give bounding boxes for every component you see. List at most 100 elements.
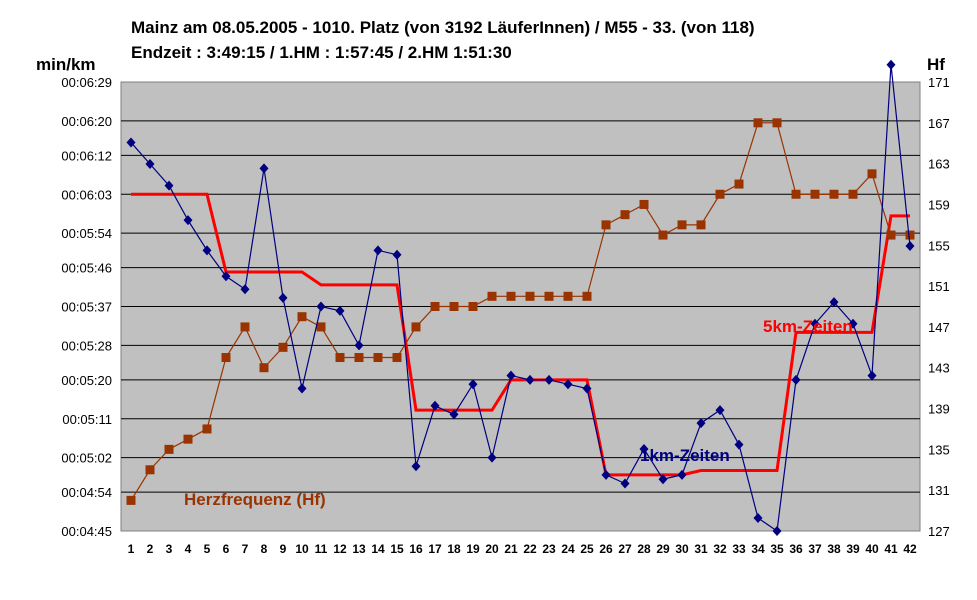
data-point-hf	[487, 291, 497, 301]
series-line-hf	[130, 122, 910, 501]
data-point-1km	[791, 374, 801, 385]
data-point-1km	[905, 241, 915, 252]
data-point-1km	[354, 340, 364, 351]
data-point-hf	[430, 302, 440, 311]
data-point-1km	[468, 379, 478, 390]
data-point-1km	[506, 370, 516, 381]
x-axis-ticks: 1 2 3 4 5 6 7 8 9 10 11 12 13 14 15 16 17 18 19 20 21 22 23 24 2…	[128, 542, 917, 556]
y-axis-left-label: min/km	[36, 55, 96, 74]
x-tick-label: 20	[485, 542, 499, 556]
x-tick-label: 1	[128, 542, 135, 556]
x-tick-label: 23	[542, 542, 556, 556]
data-point-hf	[658, 230, 668, 240]
series-line-1km	[130, 64, 911, 533]
data-point-hf	[696, 220, 706, 230]
x-tick-label: 11	[315, 542, 328, 556]
y-left-tick-label: 00:04:45	[61, 524, 112, 539]
x-tick-label: 30	[675, 542, 689, 556]
x-tick-label: 3	[166, 542, 173, 556]
x-tick-label: 35	[770, 542, 784, 556]
x-tick-label: 7	[242, 542, 249, 556]
x-tick-label: 19	[466, 542, 480, 556]
x-tick-label: 4	[185, 542, 192, 556]
x-tick-label: 21	[504, 542, 518, 556]
data-point-1km	[734, 439, 744, 450]
data-point-1km	[221, 271, 231, 282]
data-point-1km	[278, 292, 288, 303]
data-point-hf	[677, 220, 687, 230]
data-point-1km	[259, 163, 269, 174]
x-tick-label: 13	[352, 542, 366, 556]
data-point-1km	[810, 318, 820, 329]
annotation-1km-zeiten: 1km-Zeiten	[640, 446, 730, 465]
data-point-1km	[392, 249, 402, 260]
data-point-1km	[601, 469, 611, 480]
data-point-hf	[126, 495, 136, 505]
y-left-tick-label: 00:05:02	[61, 451, 112, 466]
y-axis-left-ticks: 00:04:45 00:04:54 00:05:02 00:05:11 00:05:20…	[61, 75, 112, 539]
x-tick-label: 9	[280, 542, 287, 556]
y-right-tick-label: 147	[928, 320, 950, 335]
data-point-1km	[658, 474, 668, 485]
x-tick-label: 29	[656, 542, 670, 556]
chart-title-line-2: Endzeit : 3:49:15 / 1.HM : 1:57:45 / 2.H…	[131, 43, 512, 62]
y-right-tick-label: 151	[928, 279, 950, 294]
x-tick-label: 38	[827, 542, 841, 556]
annotation-herzfrequenz: Herzfrequenz (Hf)	[184, 490, 326, 509]
data-point-1km	[316, 301, 326, 312]
data-point-hf	[525, 291, 535, 301]
y-right-tick-label: 135	[928, 442, 950, 457]
x-tick-label: 8	[261, 542, 268, 556]
data-point-hf	[278, 342, 288, 352]
data-point-1km	[411, 461, 421, 472]
x-tick-label: 37	[808, 542, 822, 556]
data-point-1km	[696, 418, 706, 429]
y-left-tick-label: 00:06:29	[61, 75, 112, 90]
x-tick-label: 16	[409, 542, 423, 556]
data-point-hf	[620, 210, 630, 220]
x-tick-label: 18	[447, 542, 461, 556]
y-right-tick-label: 163	[928, 157, 950, 172]
x-tick-label: 27	[618, 542, 632, 556]
data-point-hf	[221, 353, 231, 363]
x-tick-label: 15	[390, 542, 404, 556]
y-left-tick-label: 00:05:11	[62, 412, 112, 427]
data-point-1km	[202, 245, 212, 256]
x-tick-label: 40	[865, 542, 879, 556]
data-point-hf	[734, 179, 744, 189]
x-tick-label: 28	[637, 542, 651, 556]
data-point-1km	[335, 305, 345, 316]
data-point-1km	[430, 400, 440, 411]
data-point-1km	[487, 452, 497, 463]
data-point-hf	[582, 291, 592, 301]
data-point-hf	[867, 169, 877, 179]
x-tick-label: 10	[295, 542, 309, 556]
data-point-1km	[829, 297, 839, 308]
x-tick-label: 26	[599, 542, 613, 556]
data-point-hf	[202, 424, 212, 434]
x-tick-label: 14	[371, 542, 385, 556]
y-axis-right-ticks: 127 131 135 139 143 147 151 155 159 163 167 171	[928, 75, 950, 539]
data-point-hf	[772, 118, 782, 128]
data-point-1km	[715, 405, 725, 416]
y-right-tick-label: 159	[928, 197, 950, 212]
data-point-1km	[373, 245, 383, 256]
data-point-hf	[639, 199, 649, 209]
data-point-hf	[506, 291, 516, 301]
data-point-1km	[145, 159, 155, 170]
x-tick-label: 42	[903, 542, 917, 556]
x-tick-label: 6	[223, 542, 230, 556]
data-point-hf	[791, 189, 801, 199]
data-point-1km	[753, 513, 763, 524]
data-point-1km	[620, 478, 630, 489]
data-point-hf	[373, 353, 383, 363]
x-tick-label: 2	[147, 542, 154, 556]
data-point-1km	[297, 383, 307, 394]
y-left-tick-label: 00:06:03	[61, 187, 112, 202]
data-point-1km	[772, 526, 782, 536]
y-left-tick-label: 00:06:12	[61, 148, 112, 163]
data-point-hf	[449, 302, 459, 311]
data-point-1km	[449, 409, 459, 420]
data-point-hf	[411, 322, 421, 332]
